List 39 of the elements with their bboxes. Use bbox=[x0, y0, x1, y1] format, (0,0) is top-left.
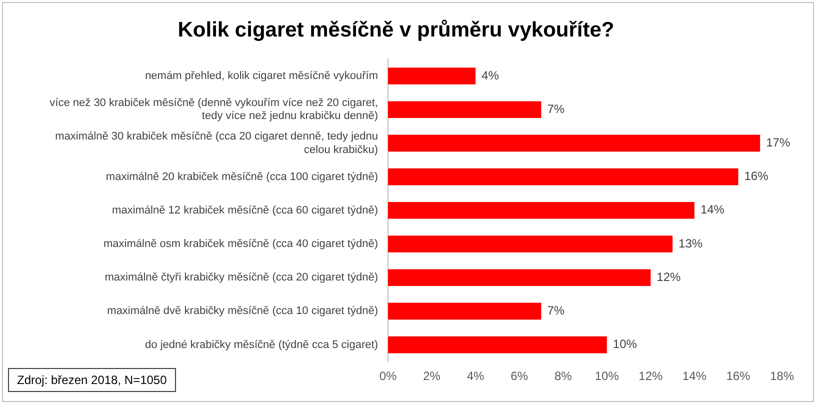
bar bbox=[388, 336, 607, 354]
y-tick-label: maximálně čtyři krabičky měsíčně (cca 20 cigaret týdně) bbox=[104, 272, 378, 284]
bar bbox=[388, 269, 651, 286]
y-tick-label: maximálně 12 krabiček měsíčně (cca 60 cigaret týdně) bbox=[112, 204, 378, 216]
y-tick-label: maximálně 20 krabiček měsíčně (cca 100 cigaret týdně) bbox=[106, 170, 378, 183]
data-label: 16% bbox=[744, 169, 769, 184]
x-tick-label: 2% bbox=[423, 369, 441, 384]
x-tick-label: 4% bbox=[466, 369, 485, 384]
bar bbox=[388, 236, 673, 252]
data-label: 10% bbox=[612, 337, 638, 352]
x-tick-label: 10% bbox=[594, 369, 620, 384]
y-tick-label: více než 30 krabiček měsíčně (denně vykouřím více než 20 cigaret, tedy více než jednu krabičku denně) bbox=[50, 97, 378, 122]
x-tick-label: 16% bbox=[726, 369, 751, 384]
x-tick-label: 18% bbox=[770, 369, 794, 384]
data-label: 4% bbox=[482, 68, 500, 82]
y-tick-label: nemám přehled, kolik cigaret měsíčně vykouřím bbox=[145, 70, 378, 82]
bar bbox=[388, 202, 694, 219]
x-tick-label: 6% bbox=[510, 369, 528, 384]
chart-title: Kolik cigaret měsíčně v průměru vykouříte? bbox=[178, 18, 614, 42]
data-label: 7% bbox=[547, 304, 565, 318]
bar bbox=[388, 168, 738, 186]
bar bbox=[388, 101, 542, 118]
x-tick-label: 0% bbox=[379, 369, 397, 384]
data-label: 13% bbox=[678, 236, 703, 250]
y-tick-label: maximálně 30 krabiček měsíčně (cca 20 cigaret denně, tedy jednu celou krabičku) bbox=[55, 130, 378, 156]
y-tick-label: maximálně dvě krabičky měsíčně (cca 10 cigaret týdně) bbox=[107, 305, 378, 318]
data-label: 14% bbox=[700, 202, 725, 217]
data-label: 7% bbox=[547, 102, 565, 116]
data-label: 17% bbox=[766, 136, 790, 150]
x-tick-label: 8% bbox=[554, 369, 572, 384]
x-tick-label: 12% bbox=[638, 369, 663, 384]
bar bbox=[388, 302, 542, 320]
y-tick-label: maximálně osm krabiček měsíčně (cca 40 cigaret týdně) bbox=[104, 238, 378, 250]
data-label: 12% bbox=[656, 270, 682, 284]
y-tick-label: do jedné krabičky měsíčně (týdně cca 5 cigaret) bbox=[145, 338, 378, 351]
x-tick-label: 14% bbox=[682, 369, 707, 384]
bar bbox=[388, 68, 476, 84]
bar bbox=[388, 134, 760, 152]
text: Zdroj: březen 2018, N=1050 bbox=[8, 368, 176, 392]
